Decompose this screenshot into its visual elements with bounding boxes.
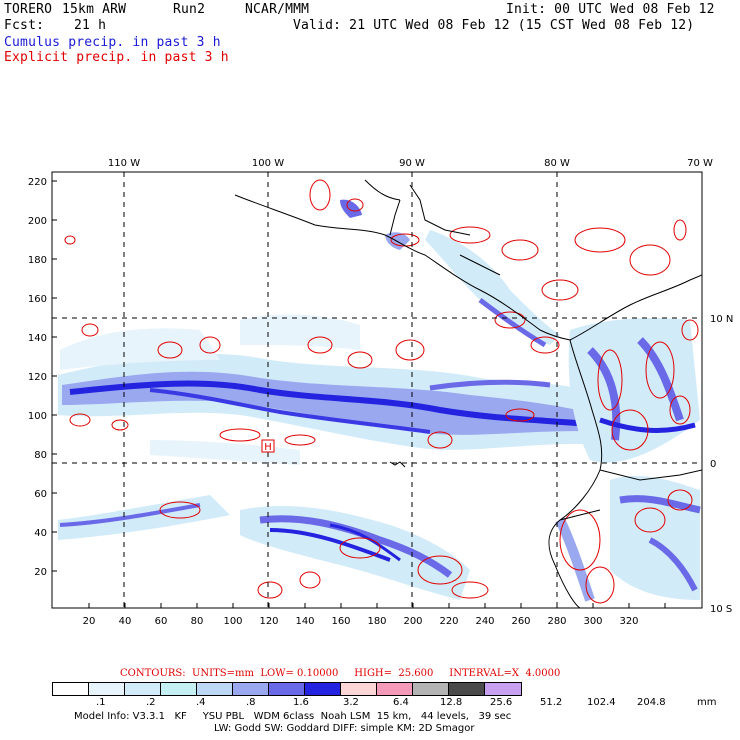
legend-label: 1.6: [293, 697, 309, 708]
lon-label: 110 W: [108, 158, 140, 169]
legend-label: 6.4: [393, 697, 409, 708]
model-info: Model Info: V3.3.1 KF YSU PBL WDM 6class…: [74, 711, 511, 735]
y-tick-label: 160: [28, 294, 47, 305]
lat-labels: 10 N 0 10 S: [710, 314, 733, 615]
fcst-label: Fcst:: [4, 18, 45, 33]
high-marker-box: [261, 439, 275, 453]
run-label: Run2: [173, 2, 206, 17]
legend-swatch: [197, 683, 233, 695]
legend-swatch: [125, 683, 161, 695]
legend-label: 102.4: [587, 697, 616, 708]
legend-label: 3.2: [343, 697, 359, 708]
precip-shading: [58, 199, 701, 602]
init-time: Init: 00 UTC Wed 08 Feb 12: [506, 2, 715, 17]
legend-swatch: [305, 683, 341, 695]
model-name: TORERO: [4, 2, 53, 17]
y-tick-label: 140: [28, 333, 47, 344]
legend-label: 51.2: [540, 697, 563, 708]
x-tick-labels: 20 40 60 80 100 120 140 160 180 200 220 …: [83, 616, 639, 627]
y-tick-label: 80: [34, 450, 47, 461]
high-marker: H: [264, 442, 272, 453]
model-info-line1: Model Info: V3.3.1 KF YSU PBL WDM 6class…: [74, 711, 512, 722]
x-tick-label: 120: [259, 616, 278, 627]
x-tick-label: 140: [295, 616, 314, 627]
y-tick-label: 180: [28, 255, 47, 266]
legend-swatch: [413, 683, 449, 695]
institution: NCAR/MMM: [245, 2, 310, 17]
x-tick-label: 320: [619, 616, 638, 627]
legend-label: .4: [196, 697, 206, 708]
x-tick-label: 220: [439, 616, 458, 627]
y-tick-label: 20: [34, 567, 47, 578]
lon-label: 70 W: [687, 158, 713, 169]
field-cumulus-label: Cumulus precip. in past 3 h: [4, 35, 221, 50]
lon-label: 90 W: [399, 158, 425, 169]
lat-label: 10 S: [710, 604, 732, 615]
legend-swatch: [449, 683, 485, 695]
y-tick-label: 40: [34, 528, 47, 539]
field-explicit-label: Explicit precip. in past 3 h: [4, 50, 229, 65]
legend-label: 25.6: [490, 697, 513, 708]
x-tick-label: 160: [331, 616, 350, 627]
x-tick-label: 20: [83, 616, 96, 627]
x-tick-label: 240: [475, 616, 494, 627]
lat-label: 10 N: [710, 314, 733, 325]
y-tick-label: 220: [28, 177, 47, 188]
legend-swatch: [89, 683, 125, 695]
legend-label: 12.8: [440, 697, 463, 708]
x-tick-label: 260: [511, 616, 530, 627]
x-tick-label: 40: [119, 616, 132, 627]
lon-labels: 110 W 100 W 90 W 80 W 70 W: [108, 158, 713, 169]
y-tick-label: 120: [28, 372, 47, 383]
model-resolution: 15km ARW: [62, 2, 127, 17]
x-tick-label: 180: [367, 616, 386, 627]
legend-swatch: [161, 683, 197, 695]
legend-swatch: [341, 683, 377, 695]
legend-units: mm: [697, 697, 717, 708]
explicit-precip-contours: [64, 179, 699, 604]
coastlines: [234, 179, 702, 608]
y-tick-labels: 220 200 180 160 140 120 100 80 60 40 20: [28, 177, 47, 578]
legend-label: .1: [96, 697, 106, 708]
lat-label: 0: [710, 459, 716, 470]
legend-swatch: [377, 683, 413, 695]
y-tick-label: 60: [34, 489, 47, 500]
x-tick-marks: [88, 603, 666, 608]
y-tick-label: 100: [28, 411, 47, 422]
x-tick-label: 280: [547, 616, 566, 627]
y-tick-label: 200: [28, 216, 47, 227]
legend-swatch: [485, 683, 521, 695]
legend-swatch: [233, 683, 269, 695]
lon-label: 100 W: [252, 158, 284, 169]
fcst-value: 21 h: [74, 18, 107, 33]
x-tick-label: 80: [191, 616, 204, 627]
x-tick-label: 100: [223, 616, 242, 627]
legend-label: .8: [246, 697, 256, 708]
x-tick-label: 60: [155, 616, 168, 627]
valid-time: Valid: 21 UTC Wed 08 Feb 12 (15 CST Wed …: [293, 18, 695, 33]
model-info-line2: LW: Godd SW: Goddard DIFF: simple KM: 2D…: [214, 723, 475, 734]
color-legend: [52, 682, 522, 696]
latlon-grid: [52, 172, 702, 608]
legend-swatch: [53, 683, 89, 695]
contours-info: CONTOURS: UNITS=mm LOW= 0.10000 HIGH= 25…: [120, 668, 561, 679]
legend-label: 204.8: [637, 697, 666, 708]
x-tick-label: 300: [583, 616, 602, 627]
lon-label: 80 W: [544, 158, 570, 169]
legend-swatch: [269, 683, 305, 695]
y-tick-marks: [52, 180, 57, 572]
x-tick-label: 200: [403, 616, 422, 627]
legend-label: .2: [146, 697, 156, 708]
